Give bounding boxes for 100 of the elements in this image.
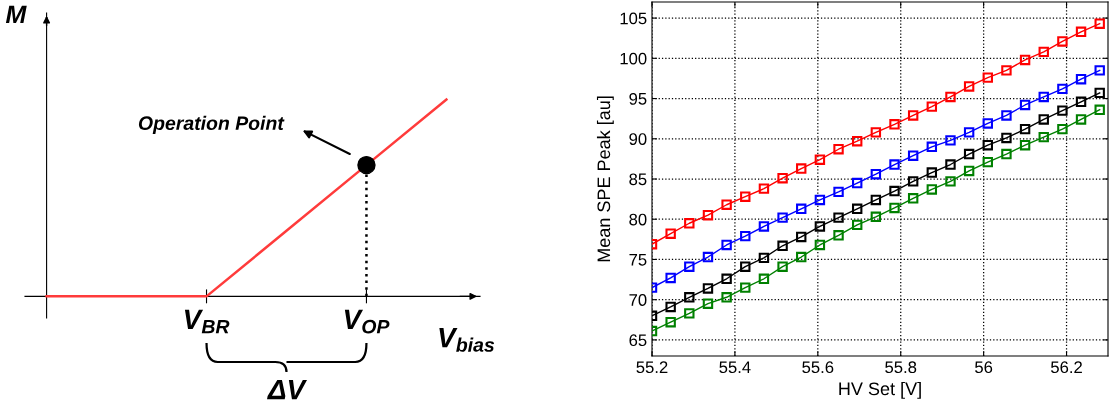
point: [721, 292, 732, 303]
annotation: Operation Point: [138, 115, 285, 134]
point: [1075, 114, 1087, 125]
point: [758, 183, 770, 194]
point: [1094, 87, 1105, 99]
point: [1019, 140, 1031, 151]
point: [1001, 132, 1012, 144]
point: [1001, 65, 1012, 76]
point: [777, 261, 788, 272]
x-tick-label: V$_{OP}$: [344, 309, 390, 334]
point: [777, 172, 788, 184]
y-tick-label: 70: [629, 294, 647, 306]
x-tick-label: 55.4: [719, 361, 751, 374]
y-tick-label: 100: [620, 52, 647, 65]
x-tick-label: 56: [975, 361, 993, 374]
point: [851, 177, 863, 189]
point: [963, 127, 975, 138]
point: [945, 91, 956, 103]
point: [1094, 104, 1105, 116]
point: [1057, 36, 1068, 47]
point: [1019, 54, 1031, 66]
point: [889, 185, 900, 197]
point: [702, 283, 714, 294]
x-tick-label: V$_{BR}$: [184, 309, 230, 334]
point: [945, 159, 956, 170]
point: [1001, 148, 1012, 160]
point: [907, 110, 919, 121]
point: [945, 135, 956, 146]
point: [814, 239, 826, 251]
x-tick-label: 55.6: [802, 361, 834, 374]
point: [777, 212, 788, 223]
point: [1019, 123, 1031, 135]
point: [1001, 110, 1012, 121]
point: [777, 240, 788, 251]
point: [796, 163, 807, 174]
point: [1038, 91, 1049, 103]
point: [833, 144, 844, 155]
point: [870, 168, 882, 180]
point: [702, 210, 714, 221]
point: [926, 167, 938, 178]
point: [1075, 26, 1087, 37]
y-tick-label: 90: [629, 133, 647, 145]
point: [1019, 99, 1031, 111]
point: [889, 202, 900, 214]
point: [684, 292, 695, 303]
y-tick-label: 95: [629, 92, 647, 105]
x-axis-title: HV Set [V]: [839, 381, 921, 399]
point: [665, 317, 676, 328]
point: [963, 81, 975, 92]
point: [684, 261, 695, 272]
point: [926, 101, 938, 112]
point: [982, 140, 993, 151]
point: [665, 301, 676, 313]
point: [982, 72, 993, 83]
point: [1057, 105, 1068, 116]
point: [758, 273, 770, 284]
point: [982, 118, 993, 129]
y-axis-title: Mean SPE Peak [au]: [596, 96, 614, 262]
point: [684, 308, 695, 319]
x-tick-label: 56.2: [1050, 361, 1082, 374]
point: [702, 251, 714, 263]
text: ΔV: [267, 380, 308, 400]
point: [814, 194, 826, 206]
point: [870, 194, 882, 206]
point: [889, 119, 900, 130]
y-tick-label: 105: [620, 12, 647, 25]
point: [721, 239, 732, 251]
point: [851, 135, 863, 147]
point: [721, 199, 732, 210]
y-axis-title: M: [5, 5, 27, 24]
point: [796, 251, 807, 263]
point: [1057, 123, 1068, 135]
point: [870, 211, 882, 223]
x-axis-title: V$_{bias}$: [439, 328, 495, 352]
point: [740, 230, 751, 242]
point: [889, 159, 900, 170]
point: [963, 165, 975, 177]
point: [1038, 131, 1049, 143]
point: [721, 273, 732, 284]
y-tick-label: 75: [629, 254, 647, 266]
point: [1038, 114, 1049, 125]
point: [851, 219, 863, 231]
point: [684, 218, 695, 229]
point: [665, 228, 676, 239]
point: [814, 221, 826, 232]
point: [833, 230, 844, 241]
y-tick-label: 80: [629, 213, 647, 226]
point: [796, 203, 807, 214]
point: [833, 212, 844, 223]
point: [963, 148, 975, 160]
point: [907, 150, 919, 161]
point: [702, 298, 714, 309]
point: [665, 272, 676, 284]
point: [758, 252, 770, 264]
point: [851, 203, 863, 214]
x-tick-label: 55.2: [636, 361, 668, 374]
point: [945, 176, 956, 187]
point: [740, 191, 751, 202]
y-tick-label: 65: [629, 334, 647, 347]
point: [1075, 74, 1087, 85]
